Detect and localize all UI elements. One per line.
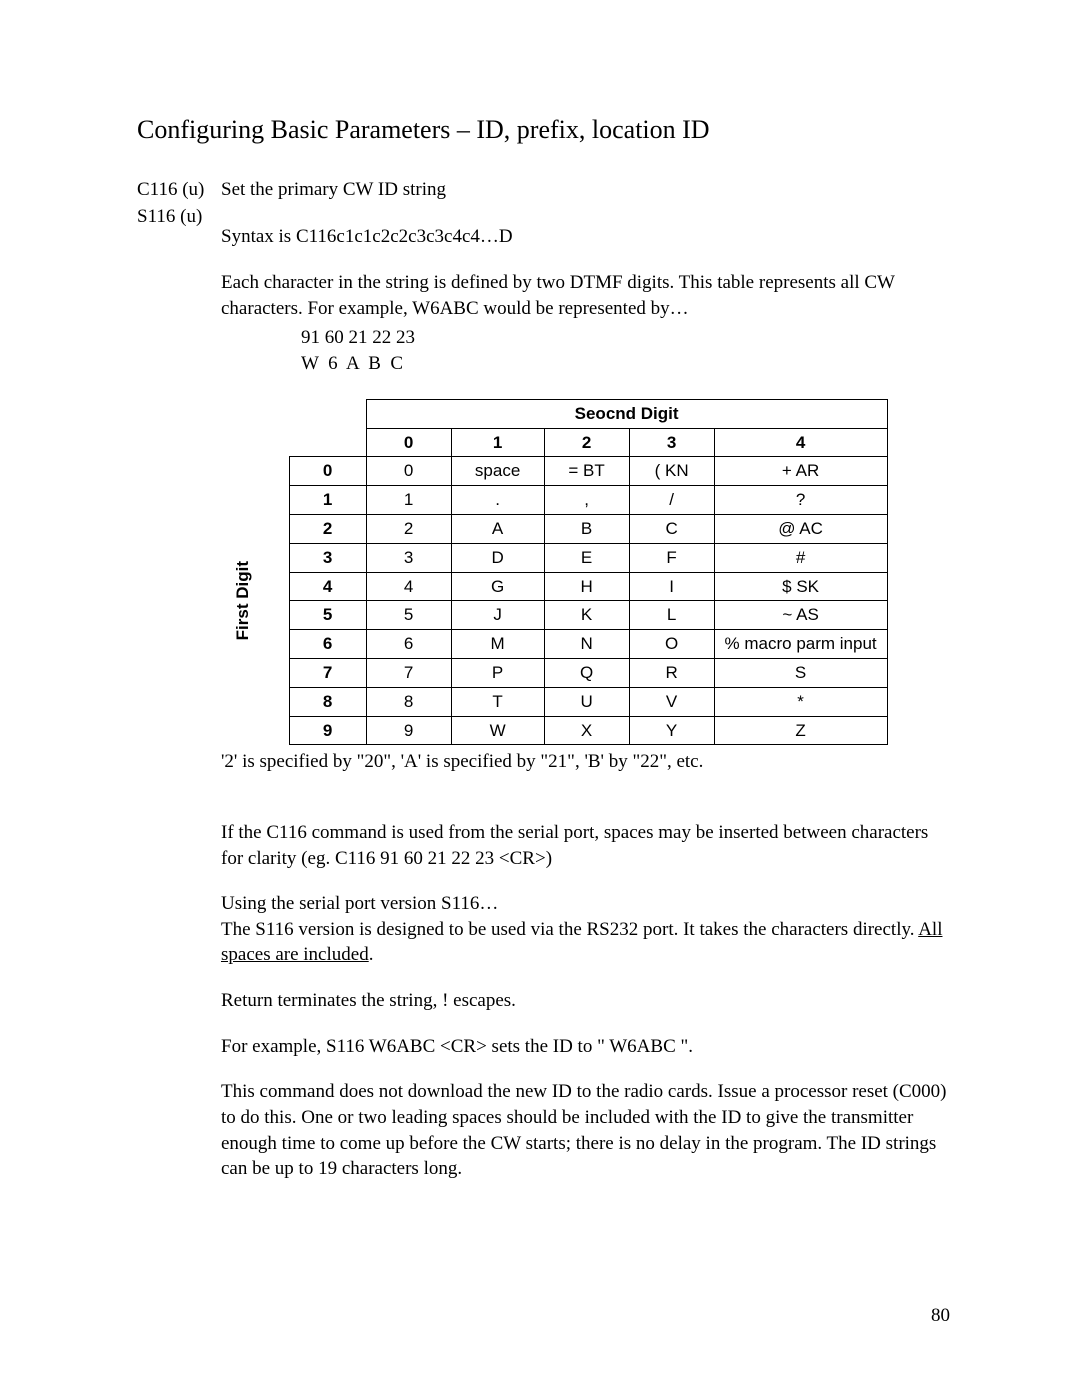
table-cell: 2 bbox=[366, 514, 451, 543]
table-cell: M bbox=[451, 630, 544, 659]
table-cell: X bbox=[544, 716, 629, 745]
table-cell: T bbox=[451, 687, 544, 716]
table-cell: 7 bbox=[366, 658, 451, 687]
table-cell: I bbox=[629, 572, 714, 601]
table-cell: E bbox=[544, 543, 629, 572]
table-cell: = BT bbox=[544, 457, 629, 486]
table-cell: 5 bbox=[366, 601, 451, 630]
col-header: 4 bbox=[714, 428, 887, 457]
col-header: 0 bbox=[366, 428, 451, 457]
table-cell: 3 bbox=[366, 543, 451, 572]
table-cell: K bbox=[544, 601, 629, 630]
table-cell: 0 bbox=[366, 457, 451, 486]
table-cell: L bbox=[629, 601, 714, 630]
paragraph-example: For example, S116 W6ABC <CR> sets the ID… bbox=[221, 1034, 950, 1060]
table-top-header: Seocnd Digit bbox=[366, 399, 887, 428]
row-header: 1 bbox=[289, 486, 366, 515]
row-header: 5 bbox=[289, 601, 366, 630]
cw-character-table: Seocnd Digit 0 1 2 3 4 First Digit 0 0 s… bbox=[221, 399, 888, 746]
row-header: 4 bbox=[289, 572, 366, 601]
command-code-s116: S116 (u) bbox=[137, 204, 221, 231]
example-letters: W 6 A B C bbox=[301, 351, 950, 377]
table-cell: . bbox=[451, 486, 544, 515]
row-header: 7 bbox=[289, 658, 366, 687]
table-cell: # bbox=[714, 543, 887, 572]
row-header: 2 bbox=[289, 514, 366, 543]
table-cell: N bbox=[544, 630, 629, 659]
table-cell: D bbox=[451, 543, 544, 572]
table-cell: Y bbox=[629, 716, 714, 745]
row-header: 0 bbox=[289, 457, 366, 486]
row-header: 8 bbox=[289, 687, 366, 716]
table-cell: ( KN bbox=[629, 457, 714, 486]
table-cell: G bbox=[451, 572, 544, 601]
table-cell: + AR bbox=[714, 457, 887, 486]
table-cell: H bbox=[544, 572, 629, 601]
table-cell: 6 bbox=[366, 630, 451, 659]
paragraph-download-note: This command does not download the new I… bbox=[221, 1079, 950, 1182]
page-heading: Configuring Basic Parameters – ID, prefi… bbox=[137, 115, 950, 145]
table-cell: 4 bbox=[366, 572, 451, 601]
table-cell: B bbox=[544, 514, 629, 543]
table-cell: J bbox=[451, 601, 544, 630]
table-cell: $ SK bbox=[714, 572, 887, 601]
table-cell: W bbox=[451, 716, 544, 745]
table-cell: O bbox=[629, 630, 714, 659]
table-cell: 8 bbox=[366, 687, 451, 716]
table-cell: U bbox=[544, 687, 629, 716]
row-header: 9 bbox=[289, 716, 366, 745]
table-cell: ~ AS bbox=[714, 601, 887, 630]
paragraph-s116-body-post: . bbox=[369, 944, 374, 965]
table-cell: F bbox=[629, 543, 714, 572]
row-header: 6 bbox=[289, 630, 366, 659]
table-cell: Z bbox=[714, 716, 887, 745]
table-cell: * bbox=[714, 687, 887, 716]
table-cell: Q bbox=[544, 658, 629, 687]
col-header: 2 bbox=[544, 428, 629, 457]
table-cell: % macro parm input bbox=[714, 630, 887, 659]
table-side-header: First Digit bbox=[227, 561, 259, 640]
paragraph-s116-body-pre: The S116 version is designed to be used … bbox=[221, 919, 918, 940]
table-cell: space bbox=[451, 457, 544, 486]
table-cell: R bbox=[629, 658, 714, 687]
page-number: 80 bbox=[931, 1305, 950, 1327]
table-cell: @ AC bbox=[714, 514, 887, 543]
row-header: 3 bbox=[289, 543, 366, 572]
table-cell: P bbox=[451, 658, 544, 687]
table-cell: / bbox=[629, 486, 714, 515]
table-cell: , bbox=[544, 486, 629, 515]
table-cell: 1 bbox=[366, 486, 451, 515]
col-header: 3 bbox=[629, 428, 714, 457]
paragraph-return: Return terminates the string, ! escapes. bbox=[221, 988, 950, 1014]
syntax-line: Syntax is C116c1c1c2c2c3c3c4c4…D bbox=[221, 224, 950, 251]
table-cell: S bbox=[714, 658, 887, 687]
table-caption: '2' is specified by "20", 'A' is specifi… bbox=[221, 749, 950, 776]
table-cell: ? bbox=[714, 486, 887, 515]
table-cell: 9 bbox=[366, 716, 451, 745]
paragraph-serial-spaces: If the C116 command is used from the ser… bbox=[221, 820, 950, 871]
paragraph-s116-intro: Using the serial port version S116… bbox=[221, 891, 950, 917]
table-cell: C bbox=[629, 514, 714, 543]
example-digits: 91 60 21 22 23 bbox=[301, 325, 950, 351]
table-cell: V bbox=[629, 687, 714, 716]
command-description: Set the primary CW ID string bbox=[221, 177, 950, 204]
command-code-c116: C116 (u) bbox=[137, 177, 221, 204]
col-header: 1 bbox=[451, 428, 544, 457]
table-cell: A bbox=[451, 514, 544, 543]
intro-paragraph: Each character in the string is defined … bbox=[221, 270, 950, 321]
